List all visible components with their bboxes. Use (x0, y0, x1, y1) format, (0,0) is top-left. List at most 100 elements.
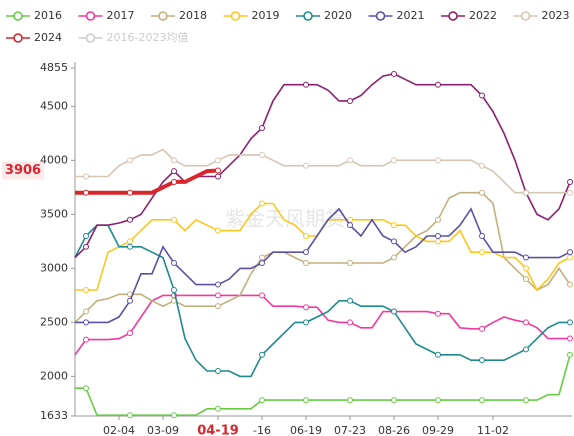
point (215, 281, 221, 288)
legend-label: 2019 (252, 9, 280, 22)
legend-label: 2018 (179, 9, 207, 22)
point (523, 265, 529, 272)
point (347, 97, 353, 104)
point (347, 222, 353, 229)
point (83, 189, 89, 196)
point (435, 238, 441, 245)
x-tick-label: 02-04 (103, 424, 135, 436)
legend-item[interactable]: 2020 (296, 9, 352, 22)
point (171, 178, 177, 185)
point (347, 259, 353, 266)
point (127, 216, 133, 223)
point (347, 157, 353, 164)
point (479, 92, 485, 99)
point (215, 292, 221, 299)
point (523, 276, 529, 283)
legend-marker (13, 33, 23, 43)
legend-item[interactable]: 2016-2023均值 (78, 31, 189, 44)
y-tick-label: 2000 (40, 369, 68, 382)
legend-marker (158, 11, 168, 21)
point (83, 286, 89, 293)
point (391, 397, 397, 404)
point (435, 397, 441, 404)
legend-item[interactable]: 2017 (78, 9, 135, 22)
crosshair-label-bg (2, 161, 44, 180)
legend-item[interactable]: 2021 (368, 9, 425, 22)
point (567, 249, 573, 256)
point (523, 319, 529, 326)
point (391, 157, 397, 164)
point (83, 232, 89, 239)
point (435, 157, 441, 164)
x-tick-label: -16 (253, 424, 271, 436)
point (303, 319, 309, 326)
point (479, 189, 485, 196)
legend-item[interactable]: 2018 (151, 9, 207, 22)
y-tick-label: 1633 (40, 409, 68, 422)
point (479, 232, 485, 239)
y-tick-label: 4500 (40, 99, 68, 112)
legend-marker (230, 11, 241, 21)
legend-label: 2016 (34, 9, 62, 22)
legend-item[interactable]: 2019 (223, 9, 280, 22)
point (435, 351, 441, 358)
point (83, 336, 89, 343)
point (215, 227, 221, 234)
point (215, 367, 221, 374)
point (215, 157, 221, 164)
point (303, 232, 309, 239)
point (215, 405, 221, 412)
point (303, 397, 309, 404)
point (347, 319, 353, 326)
series-line (74, 191, 571, 323)
point (479, 325, 485, 332)
legend-item[interactable]: 2022 (441, 9, 497, 22)
point (83, 173, 89, 180)
point (391, 238, 397, 245)
point (127, 243, 133, 250)
y-tick-label: 2500 (40, 315, 68, 328)
legend-item[interactable]: 2016 (6, 9, 62, 22)
point (567, 178, 573, 185)
point (215, 167, 221, 174)
legend-label: 2021 (397, 9, 425, 22)
point (567, 281, 573, 288)
series-line (75, 207, 571, 324)
point (83, 319, 89, 326)
point (259, 351, 265, 358)
legend-label: 2016-2023均值 (107, 31, 189, 44)
point (259, 151, 265, 158)
point (479, 249, 485, 256)
legend-item[interactable]: 2024 (6, 31, 62, 44)
x-tick-label: 06-19 (290, 424, 322, 436)
point (215, 303, 221, 310)
point (259, 397, 265, 404)
point (435, 81, 441, 88)
point (567, 254, 573, 261)
point (479, 357, 485, 364)
crosshair-label: 3906 (5, 163, 41, 178)
point (171, 157, 177, 164)
point (303, 304, 309, 311)
legend-item[interactable]: 2023 (513, 9, 570, 22)
point (83, 385, 89, 392)
series-line (74, 224, 570, 378)
point (127, 238, 133, 245)
point (435, 232, 441, 239)
watermark: 紫金天风期货 (225, 207, 345, 231)
point (567, 335, 573, 342)
legend-label: 2022 (469, 9, 497, 22)
y-tick-label: 3500 (40, 207, 68, 220)
point (303, 259, 309, 266)
x-tick-label: 04-19 (197, 424, 239, 436)
point (303, 162, 309, 169)
point (391, 308, 397, 315)
point (523, 254, 529, 261)
point (303, 249, 309, 256)
series-line (75, 148, 570, 194)
point (259, 254, 265, 261)
point (171, 286, 177, 293)
point (259, 200, 265, 207)
point (567, 189, 573, 196)
y-tick-label: 3000 (40, 261, 68, 274)
